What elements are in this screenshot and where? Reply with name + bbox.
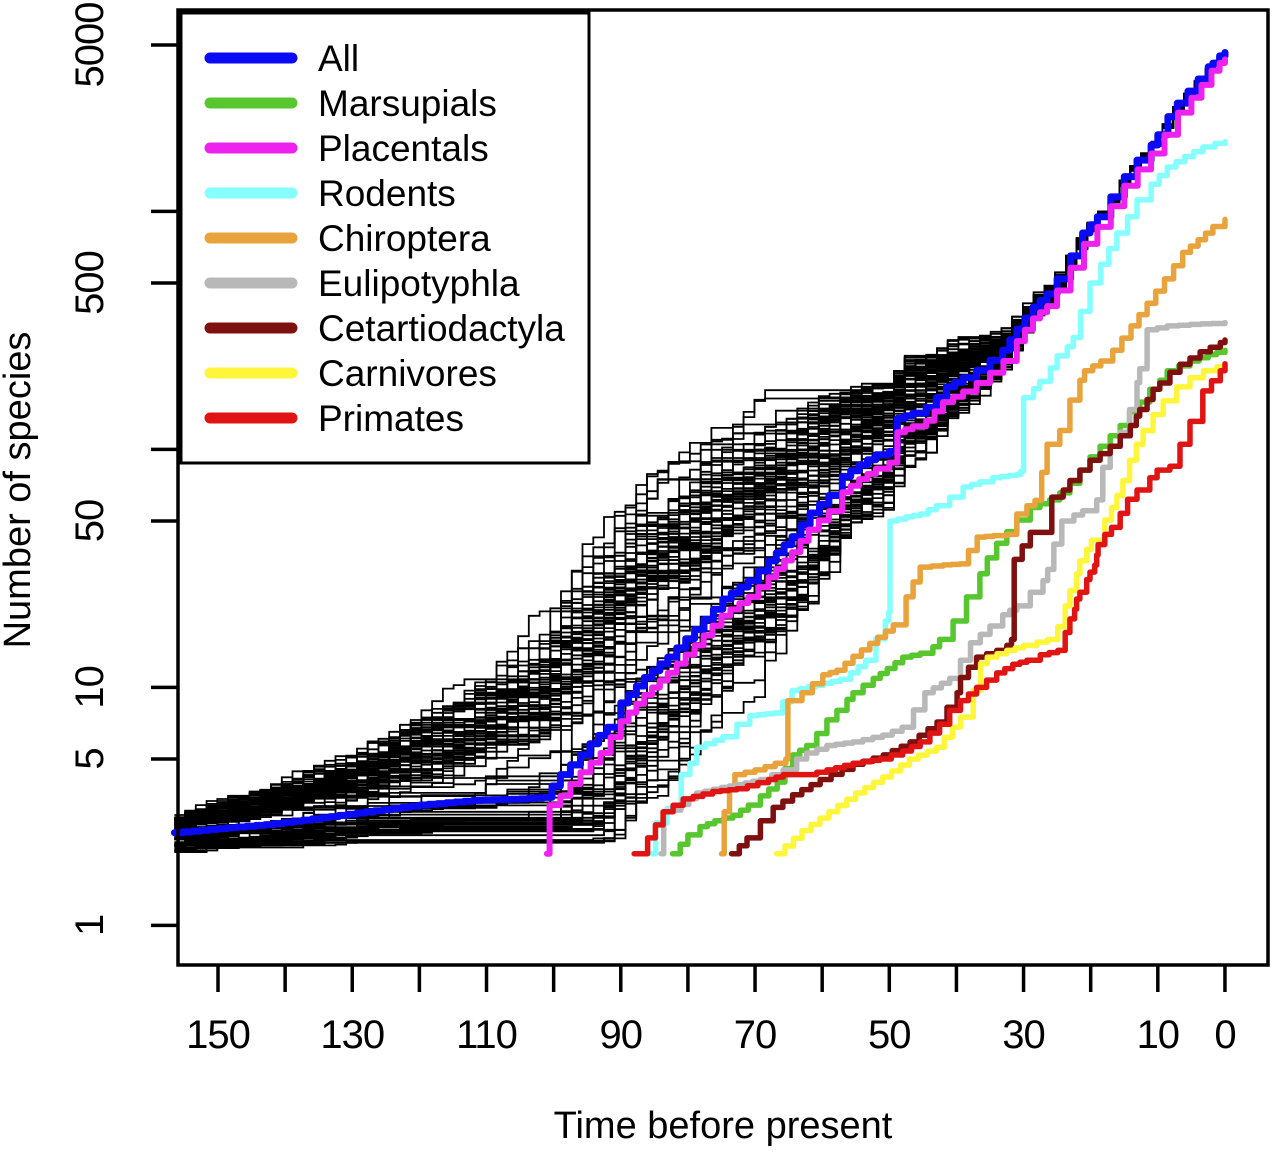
y-tick-label-10: 10 — [68, 666, 112, 709]
x-tick-label-30: 30 — [1002, 1013, 1045, 1057]
plot-border — [176, 8, 1270, 967]
y-tick-label-50: 50 — [68, 500, 112, 543]
series-line-all — [170, 49, 1229, 837]
series-line-placentals — [543, 56, 1228, 857]
legend-label-chiroptera: Chiroptera — [318, 218, 491, 259]
series-line-rodents — [648, 139, 1228, 857]
x-tick-label-130: 130 — [320, 1013, 384, 1057]
y-tick-label-1: 1 — [68, 915, 112, 936]
legend: AllMarsupialsPlacentalsRodentsChiroptera… — [179, 11, 591, 465]
group-series-lines — [170, 49, 1229, 857]
legend-label-placentals: Placentals — [318, 128, 489, 169]
x-tick-label-70: 70 — [734, 1013, 777, 1057]
y-axis-ticks: 5000 500 50 10 5 1 — [68, 3, 178, 936]
y-tick-label-5: 5 — [68, 748, 112, 769]
y-tick-label-5000: 5000 — [68, 3, 112, 88]
series-line-primates — [631, 360, 1228, 857]
series-line-carnivores — [773, 362, 1228, 857]
legend-label-marsupials: Marsupials — [318, 83, 497, 124]
legend-label-primates: Primates — [318, 398, 464, 439]
x-axis-ticks: 150 130 110 90 70 50 30 10 0 — [186, 965, 1237, 1057]
y-axis-title: Number of species — [0, 332, 39, 649]
x-tick-label-10: 10 — [1137, 1013, 1180, 1057]
legend-label-cetartiodactyla: Cetartiodactyla — [318, 308, 565, 349]
x-tick-label-110: 110 — [456, 1013, 517, 1057]
legend-label-carnivores: Carnivores — [318, 353, 497, 394]
x-tick-label-50: 50 — [868, 1013, 911, 1057]
series-line-eulipotyphla — [658, 319, 1228, 857]
y-tick-label-500: 500 — [68, 251, 112, 315]
x-tick-label-150: 150 — [186, 1013, 250, 1057]
x-tick-label-0: 0 — [1214, 1013, 1235, 1057]
legend-label-all: All — [318, 38, 359, 79]
series-line-chiroptera — [718, 216, 1228, 857]
legend-label-rodents: Rodents — [318, 173, 456, 214]
legend-label-eulipotyphla: Eulipotyphla — [318, 263, 520, 304]
x-tick-label-90: 90 — [600, 1013, 643, 1057]
x-axis-title: Time before present — [554, 1105, 893, 1147]
